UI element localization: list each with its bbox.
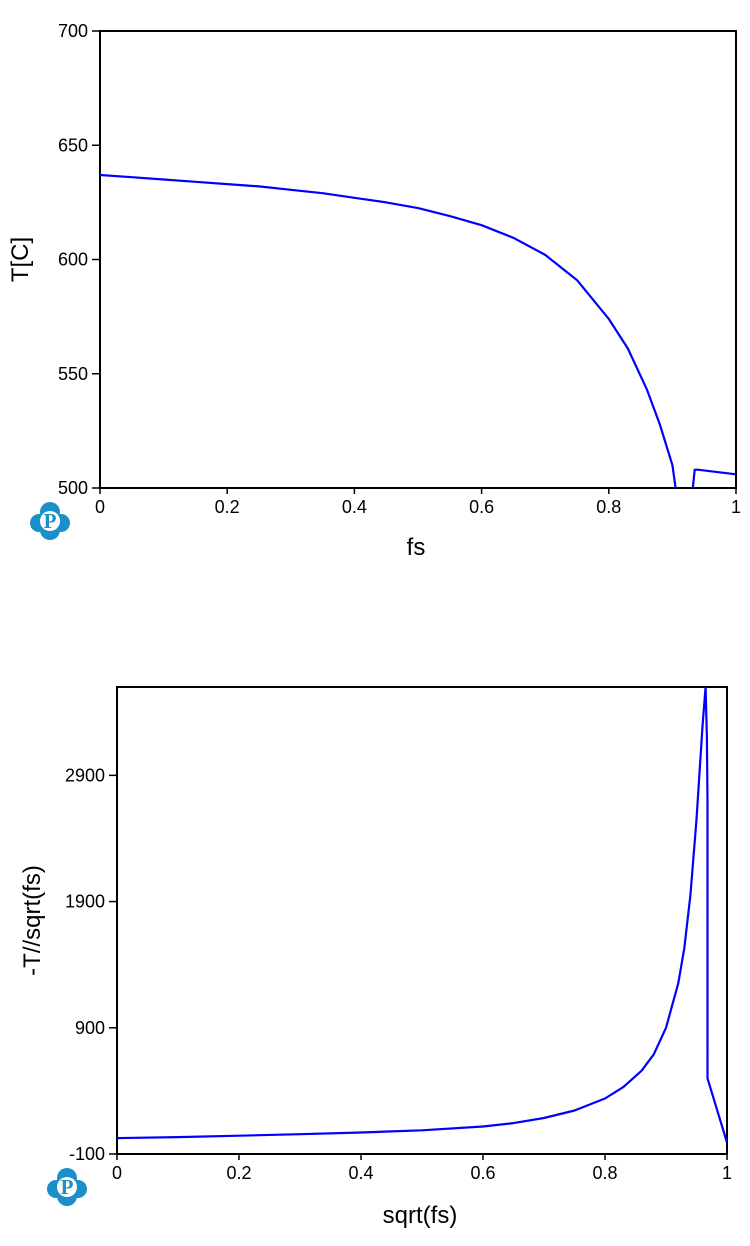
x-tick-label: 0.4 <box>348 1163 373 1183</box>
y-tick-label: 600 <box>58 250 88 270</box>
temperature-vs-fs-chart: 500 550 600 650 700 0 0.2 0.4 0.6 0.8 1 fs T[C] P <box>7 21 741 561</box>
x-tick-label: 0.8 <box>596 497 621 517</box>
x-tick-label: 0.2 <box>226 1163 251 1183</box>
x-tick-label: 0.4 <box>342 497 367 517</box>
x-tick-label: 0.6 <box>470 1163 495 1183</box>
x-tick-label: 0 <box>112 1163 122 1183</box>
y-tick-label: 900 <box>75 1018 105 1038</box>
plot-frame <box>99 30 737 489</box>
x-tick-label: 0.8 <box>592 1163 617 1183</box>
y-tick-label: -100 <box>69 1144 105 1164</box>
y-axis-title: -T//sqrt(fs) <box>19 865 46 976</box>
x-axis-title: fs <box>407 534 426 561</box>
y-tick-label: 500 <box>58 478 88 498</box>
x-tick-label: 1 <box>731 497 741 517</box>
logo-center <box>57 1177 77 1197</box>
y-axis-title: T[C] <box>7 237 34 282</box>
y-tick-label: 650 <box>58 135 88 155</box>
y-tick-label: 1900 <box>65 892 105 912</box>
x-tick-label: 0 <box>95 497 105 517</box>
x-axis-title: sqrt(fs) <box>383 1202 458 1229</box>
series-line <box>117 687 727 1143</box>
x-tick-label: 1 <box>722 1163 732 1183</box>
pandat-logo-icon: P <box>47 1168 87 1206</box>
logo-letter: P <box>61 1175 74 1199</box>
y-tick-label: 2900 <box>65 765 105 785</box>
y-tick-label: 550 <box>58 364 88 384</box>
x-tick-label: 0.2 <box>215 497 240 517</box>
series-line <box>100 173 736 488</box>
pandat-logo-icon: P <box>30 502 70 540</box>
logo-center <box>40 511 60 531</box>
y-tick-label: 700 <box>58 21 88 41</box>
x-tick-label: 0.6 <box>469 497 494 517</box>
logo-letter: P <box>44 509 57 533</box>
scheil-derivative-chart: -100 900 1900 2900 0 0.2 0.4 0.6 0.8 1 sqrt(fs) -T/… <box>19 686 732 1229</box>
plot-frame <box>116 686 728 1155</box>
